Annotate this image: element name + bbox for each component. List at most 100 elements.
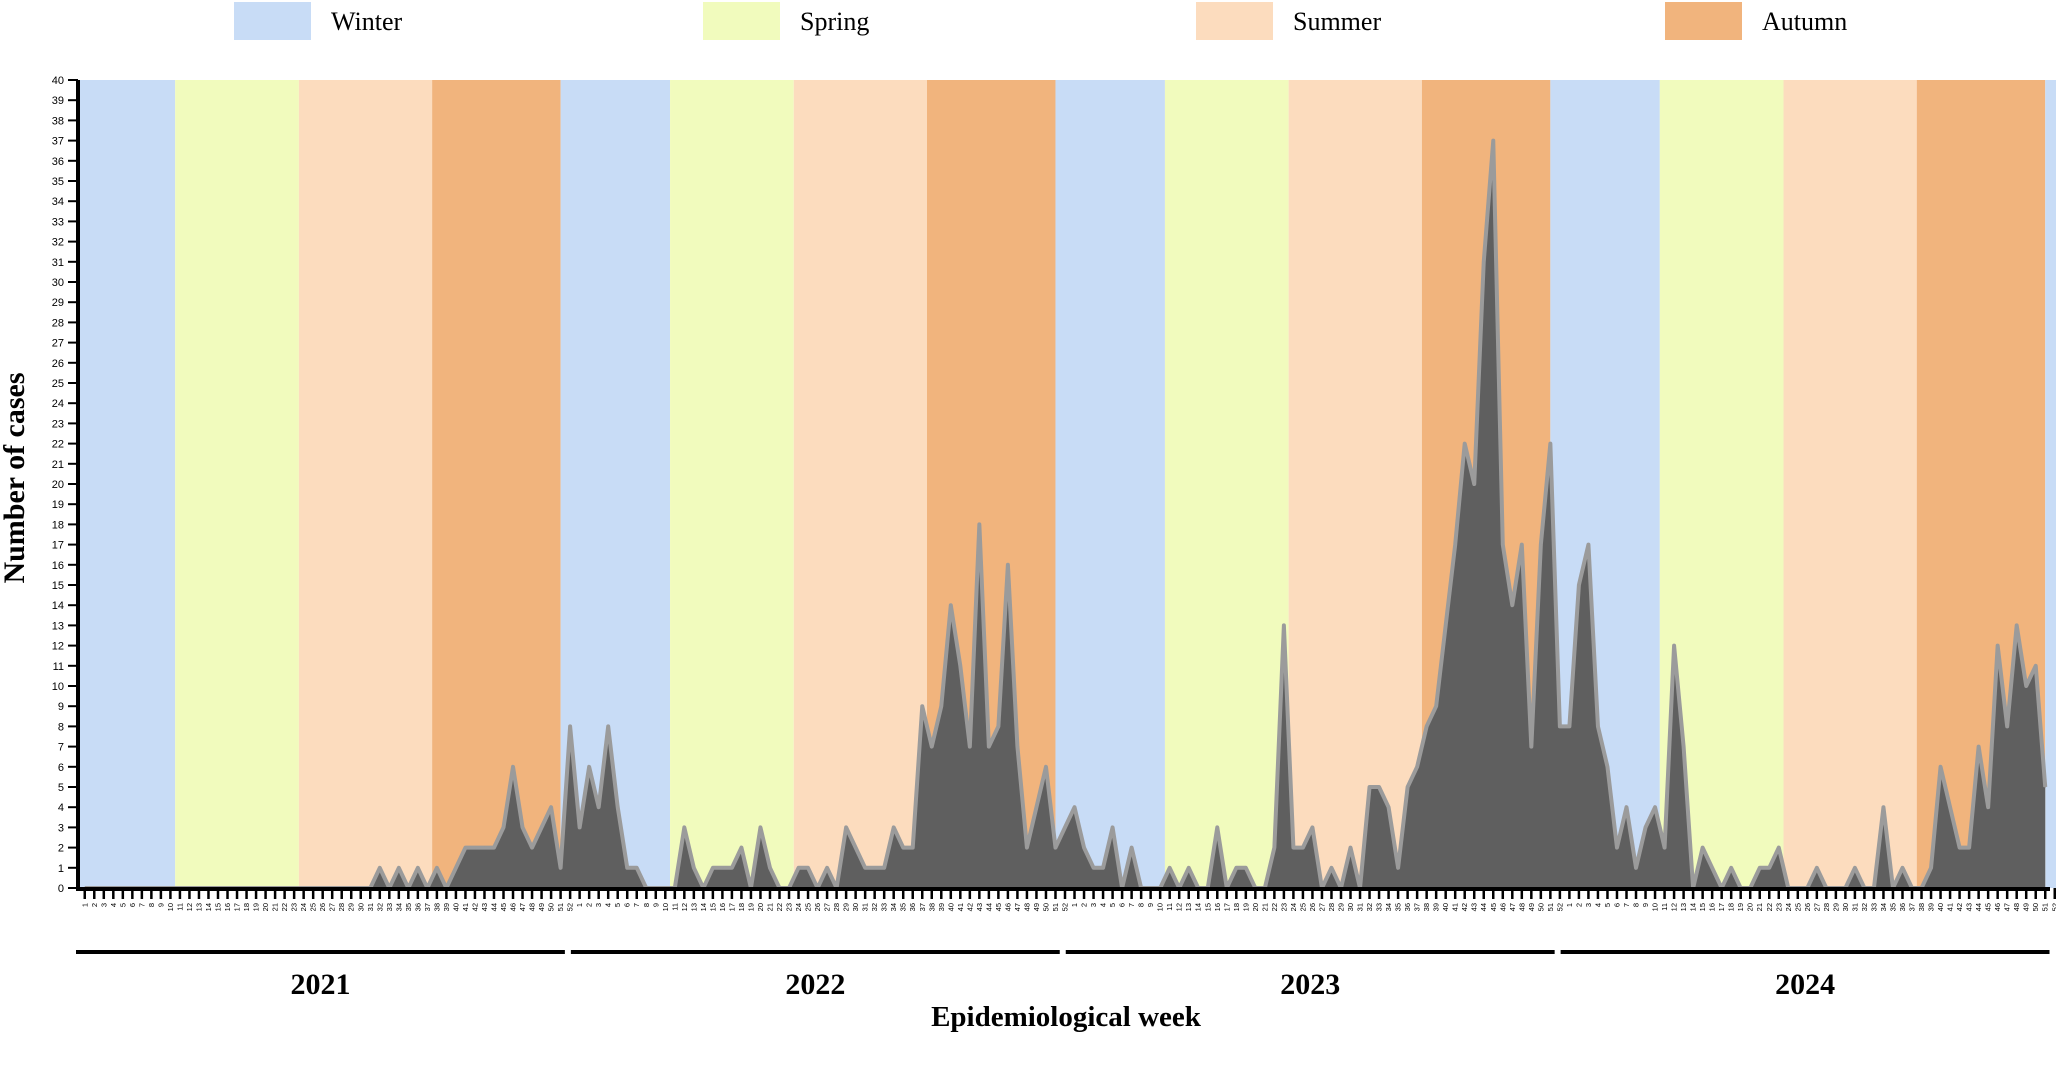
x-tick-label: 12 [185, 903, 194, 911]
x-tick-label: 35 [899, 903, 908, 911]
data-point [1216, 826, 1219, 829]
x-tick-label: 12 [680, 903, 689, 911]
x-tick-label: 32 [1365, 903, 1374, 911]
y-tick-label: 9 [58, 701, 64, 713]
data-point [1187, 867, 1190, 869]
data-point [1644, 826, 1647, 829]
x-tick-label: 20 [1251, 903, 1260, 911]
x-tick-label: 4 [109, 903, 118, 907]
year-label: 2023 [1280, 968, 1340, 1001]
x-tick-label: 1 [575, 903, 584, 907]
x-tick-label: 41 [956, 903, 965, 911]
x-tick-label: 19 [1241, 903, 1250, 911]
data-point [1302, 846, 1304, 849]
data-point [683, 826, 686, 829]
x-tick-label: 11 [1165, 903, 1174, 911]
x-tick-label: 13 [1679, 903, 1688, 911]
season-band-summer [298, 80, 433, 888]
data-point [1654, 806, 1656, 808]
x-tick-label: 2 [585, 903, 594, 907]
x-tick-label: 18 [1232, 903, 1241, 911]
data-point [1606, 766, 1609, 768]
data-point [1368, 786, 1371, 788]
x-tick-label: 42 [1955, 903, 1964, 911]
x-tick-label: 43 [975, 903, 984, 911]
x-tick-label: 26 [1308, 903, 1317, 911]
x-tick-label: 31 [1356, 903, 1365, 911]
x-tick-label: 45 [499, 903, 508, 911]
season-band-summer [1783, 80, 1917, 888]
data-point [502, 826, 505, 829]
data-point [978, 523, 981, 526]
data-point [1330, 867, 1333, 869]
x-tick-label: 27 [328, 903, 337, 911]
x-tick-label: 38 [1917, 903, 1926, 911]
data-point [1054, 846, 1057, 849]
x-tick-label: 15 [1203, 903, 1212, 911]
x-tick-label: 10 [1156, 903, 1165, 911]
season-band-winter [2045, 80, 2056, 888]
data-point [759, 826, 762, 829]
data-point [1949, 806, 1951, 808]
x-tick-label: 45 [1984, 903, 1993, 911]
x-tick-label: 13 [1184, 903, 1193, 911]
x-tick-label: 16 [718, 903, 727, 911]
data-point [455, 867, 457, 869]
x-tick-label: 28 [832, 903, 841, 911]
data-point [398, 867, 400, 869]
x-tick-label: 51 [2041, 903, 2050, 911]
x-tick-label: 42 [1460, 903, 1469, 911]
data-point [911, 846, 914, 849]
x-tick-label: 49 [1527, 903, 1536, 911]
x-tick-label: 46 [1498, 903, 1507, 911]
x-tick-label: 14 [1689, 903, 1698, 911]
x-tick-label: 22 [1270, 903, 1279, 911]
x-tick-label: 2 [1080, 903, 1089, 907]
x-tick-label: 36 [908, 903, 917, 911]
legend-swatch [1196, 2, 1273, 40]
data-point [1958, 846, 1961, 849]
x-tick-label: 37 [918, 903, 927, 911]
data-point [635, 867, 638, 869]
x-tick-label: 6 [623, 903, 632, 907]
x-tick-label: 7 [137, 903, 146, 907]
data-point [1073, 806, 1076, 808]
data-point [1292, 846, 1295, 849]
x-tick-label: 49 [537, 903, 546, 911]
legend-label: Summer [1293, 7, 1381, 36]
x-tick-label: 10 [166, 903, 175, 911]
x-tick-label: 12 [1670, 903, 1679, 911]
x-tick-label: 44 [1974, 903, 1983, 911]
x-tick-label: 27 [823, 903, 832, 911]
x-tick-label: 17 [1717, 903, 1726, 911]
data-point [1273, 846, 1276, 849]
x-tick-label: 8 [642, 903, 651, 907]
legend-label: Winter [331, 7, 402, 36]
legend-item-winter: Winter [234, 2, 402, 40]
x-tick-label: 24 [299, 903, 308, 911]
x-tick-label: 29 [1831, 903, 1840, 911]
data-point [531, 846, 533, 849]
data-point [712, 867, 714, 869]
data-point [883, 867, 885, 869]
x-tick-label: 12 [1175, 903, 1184, 911]
x-tick-label: 32 [870, 903, 879, 911]
data-point [988, 745, 990, 748]
x-tick-label: 47 [518, 903, 527, 911]
data-point [2025, 685, 2028, 687]
x-tick-label: 47 [1013, 903, 1022, 911]
data-point [807, 867, 809, 869]
season-band-winter [80, 80, 176, 888]
x-tick-label: 10 [1651, 903, 1660, 911]
x-tick-label: 28 [1822, 903, 1831, 911]
y-tick-label: 2 [58, 843, 64, 855]
x-tick-label: 21 [271, 903, 280, 911]
cases-area [84, 140, 2046, 889]
data-point [1568, 725, 1571, 728]
x-tick-label: 30 [1841, 903, 1850, 911]
x-tick-label: 49 [2022, 903, 2031, 911]
x-tick-label: 9 [156, 903, 165, 907]
data-point [1245, 867, 1247, 869]
y-tick-label: 25 [52, 378, 64, 390]
y-tick-label: 17 [52, 540, 64, 552]
